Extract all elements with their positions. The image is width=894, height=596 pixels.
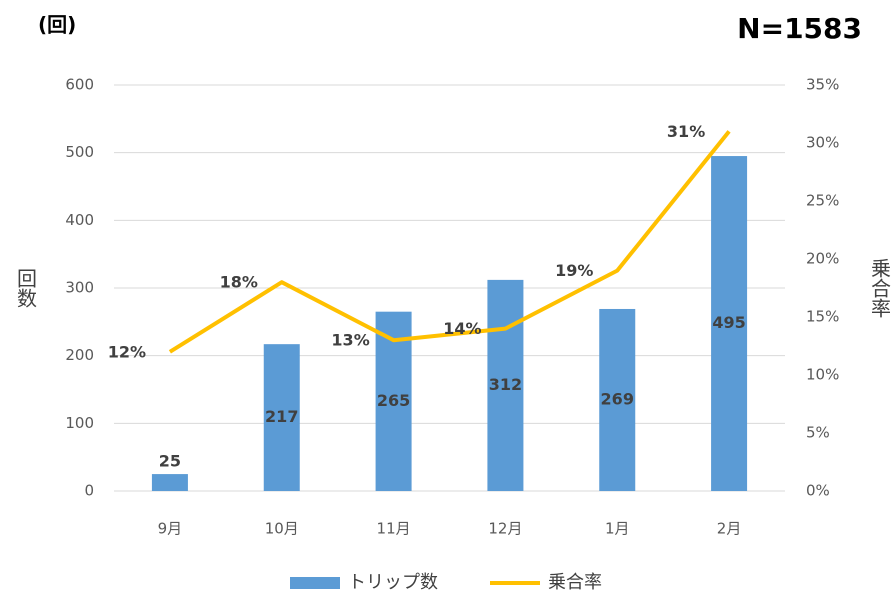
x-tick-label: 2月 xyxy=(717,520,742,538)
y-tick-label: 500 xyxy=(65,143,94,161)
bar xyxy=(263,344,300,491)
legend-label: 乗合率 xyxy=(548,572,602,593)
line-value-label: 12% xyxy=(108,342,146,361)
line-value-label: 14% xyxy=(443,319,481,338)
y2-tick-label: 20% xyxy=(806,250,839,268)
y-tick-label: 100 xyxy=(65,414,94,432)
legend-swatch xyxy=(290,577,340,589)
bar-value-label: 312 xyxy=(489,375,522,394)
y2-tick-label: 0% xyxy=(806,482,830,500)
y2-tick-label: 35% xyxy=(806,76,839,94)
bar-value-label: 269 xyxy=(601,389,634,408)
y2-axis-label: 乗合率 xyxy=(868,258,892,318)
line-value-label: 19% xyxy=(555,261,593,280)
bar xyxy=(487,279,524,491)
note: N=1583 xyxy=(737,12,862,45)
legend-label: トリップ数 xyxy=(348,572,438,593)
bar xyxy=(599,308,636,491)
y-tick-label: 600 xyxy=(65,76,94,94)
line-value-label: 31% xyxy=(667,122,705,141)
y-tick-label: 0 xyxy=(84,482,94,500)
bar-value-label: 25 xyxy=(159,452,181,471)
y-tick-label: 400 xyxy=(65,211,94,229)
bar-value-label: 217 xyxy=(265,407,298,426)
bar xyxy=(151,474,188,491)
corner-label: (回) xyxy=(38,13,76,37)
y2-tick-label: 30% xyxy=(806,134,839,152)
y2-tick-label: 5% xyxy=(806,424,830,442)
x-tick-label: 1月 xyxy=(605,520,630,538)
x-tick-label: 11月 xyxy=(377,520,411,538)
y2-tick-label: 15% xyxy=(806,308,839,326)
y-tick-label: 300 xyxy=(65,279,94,297)
y2-tick-label: 25% xyxy=(806,192,839,210)
line-value-label: 18% xyxy=(220,273,258,292)
bar-value-label: 495 xyxy=(712,313,745,332)
x-tick-label: 12月 xyxy=(488,520,522,538)
y-axis-label: 回数 xyxy=(14,268,38,308)
x-tick-label: 10月 xyxy=(265,520,299,538)
line-value-label: 13% xyxy=(331,331,369,350)
bar xyxy=(711,156,748,492)
y-tick-label: 200 xyxy=(65,346,94,364)
bar-value-label: 265 xyxy=(377,391,410,410)
x-tick-label: 9月 xyxy=(158,520,183,538)
line-series xyxy=(168,130,731,354)
y2-tick-label: 10% xyxy=(806,366,839,384)
